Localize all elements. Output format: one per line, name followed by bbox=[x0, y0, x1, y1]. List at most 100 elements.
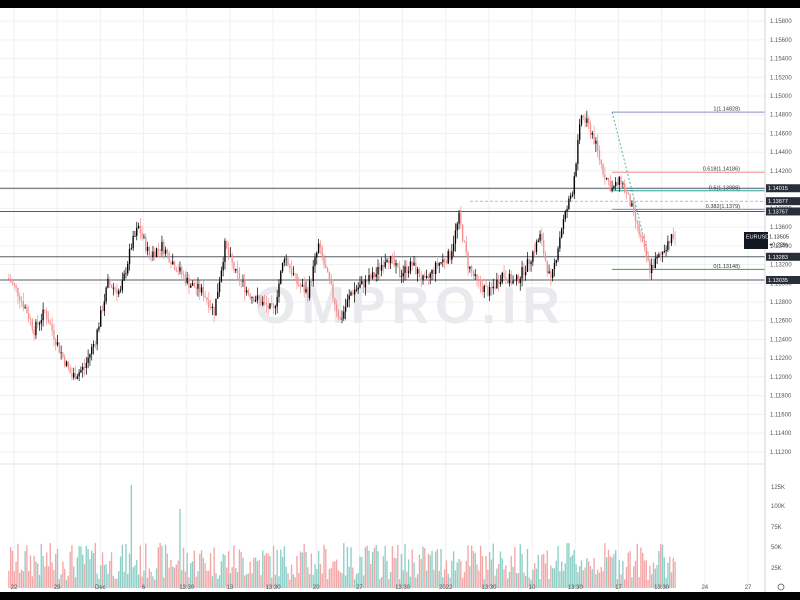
volume-bar bbox=[19, 572, 21, 588]
candle-body bbox=[371, 272, 374, 279]
candle-body bbox=[224, 240, 226, 263]
volume-bar bbox=[535, 568, 538, 588]
price-tick-label: 1.11600 bbox=[770, 412, 792, 418]
volume-bar bbox=[294, 577, 296, 588]
volume-bar bbox=[568, 543, 570, 588]
candle-body bbox=[132, 235, 134, 249]
volume-bar bbox=[163, 577, 165, 588]
candle-body bbox=[647, 257, 649, 261]
volume-bar bbox=[20, 569, 23, 588]
candle-body bbox=[85, 362, 88, 369]
candle-body bbox=[607, 177, 610, 182]
candle-body bbox=[643, 241, 646, 248]
candle-body bbox=[258, 295, 260, 300]
volume-bar bbox=[33, 555, 35, 588]
volume-bar bbox=[427, 553, 430, 588]
volume-bar bbox=[91, 550, 93, 588]
candle-body bbox=[400, 276, 403, 278]
time-axis[interactable]: 22 29 Dec 6 13:30 13 13:30 20 27 13:30 2022 13:30 10… bbox=[11, 585, 752, 591]
volume-bar bbox=[227, 551, 230, 588]
volume-bar bbox=[379, 579, 381, 588]
volume-bar bbox=[155, 568, 158, 588]
volume-bar bbox=[465, 560, 467, 588]
volume-bar bbox=[652, 562, 655, 588]
volume-bar bbox=[487, 569, 489, 588]
volume-bar bbox=[596, 569, 599, 588]
volume-bar bbox=[28, 571, 30, 588]
candle-body bbox=[28, 313, 30, 319]
candle-body bbox=[26, 307, 28, 314]
candle-body bbox=[209, 307, 212, 309]
candle-body bbox=[562, 219, 565, 229]
candle-body bbox=[487, 286, 489, 296]
candle-body bbox=[622, 183, 624, 185]
candle-body bbox=[555, 260, 557, 263]
candle-body bbox=[281, 262, 284, 272]
volume-tick-label: 50K bbox=[771, 545, 782, 551]
volume-bar bbox=[330, 567, 332, 588]
candle-body bbox=[492, 286, 494, 289]
candle-body bbox=[42, 309, 44, 321]
candle-body bbox=[161, 241, 163, 251]
candle-body bbox=[413, 262, 415, 266]
candle-body bbox=[510, 273, 512, 284]
candle-body bbox=[544, 253, 547, 261]
volume-bar bbox=[274, 574, 277, 588]
settings-icon[interactable] bbox=[777, 583, 785, 591]
candle-body bbox=[488, 287, 491, 296]
volume-bar bbox=[425, 570, 428, 588]
candle-body bbox=[656, 257, 658, 259]
volume-bar bbox=[454, 570, 457, 588]
volume-bar bbox=[159, 542, 161, 588]
volume-bar bbox=[645, 560, 647, 588]
candle-body bbox=[60, 352, 62, 354]
candle-body bbox=[353, 289, 356, 295]
volume-bar bbox=[276, 550, 278, 588]
volume-bar bbox=[458, 558, 460, 588]
volume-bar bbox=[161, 545, 163, 588]
candle-body bbox=[199, 283, 201, 293]
volume-bar bbox=[443, 569, 446, 588]
volume-bar bbox=[429, 555, 431, 588]
candle-body bbox=[317, 243, 320, 253]
volume-bar bbox=[395, 558, 397, 588]
volume-bar bbox=[348, 566, 350, 588]
volume-bar bbox=[26, 545, 28, 588]
volume-bar bbox=[262, 550, 264, 588]
candle-body bbox=[260, 299, 262, 305]
price-level-tag-label: 1.13877 bbox=[768, 199, 788, 205]
volume-bar bbox=[400, 553, 403, 588]
volume-bar bbox=[447, 573, 449, 588]
volume-bar bbox=[251, 573, 253, 588]
candle-body bbox=[235, 268, 237, 271]
candle-body bbox=[24, 307, 26, 308]
candle-body bbox=[328, 271, 331, 281]
price-chart[interactable]: OMPRO.IR 1(1.14828) 0.618(1.14186) 0.5(1.1… bbox=[0, 8, 800, 592]
candle-body bbox=[139, 225, 142, 234]
candle-body bbox=[265, 302, 268, 306]
volume-bar bbox=[323, 544, 325, 588]
candle-body bbox=[100, 310, 102, 327]
candle-body bbox=[38, 323, 41, 325]
volume-bar bbox=[580, 560, 583, 588]
volume-bar bbox=[474, 553, 476, 588]
volume-bar bbox=[319, 564, 322, 588]
candle-body bbox=[254, 299, 257, 302]
candle-body bbox=[652, 265, 655, 269]
price-tick-label: 1.15400 bbox=[770, 57, 792, 63]
volume-bar bbox=[188, 577, 190, 588]
volume-bar bbox=[368, 550, 370, 588]
candle-body bbox=[575, 163, 577, 177]
candle-body bbox=[119, 290, 122, 291]
candle-body bbox=[427, 276, 430, 278]
volume-bar bbox=[334, 561, 336, 588]
candle-body bbox=[672, 234, 674, 238]
volume-bar bbox=[560, 561, 563, 588]
volume-bar bbox=[281, 556, 284, 588]
volume-bar bbox=[566, 543, 568, 588]
volume-bar bbox=[434, 551, 437, 588]
volume-tick-label: 75K bbox=[771, 525, 782, 531]
volume-bar bbox=[633, 566, 635, 588]
volume-bar bbox=[80, 546, 82, 588]
candle-body bbox=[375, 274, 377, 277]
